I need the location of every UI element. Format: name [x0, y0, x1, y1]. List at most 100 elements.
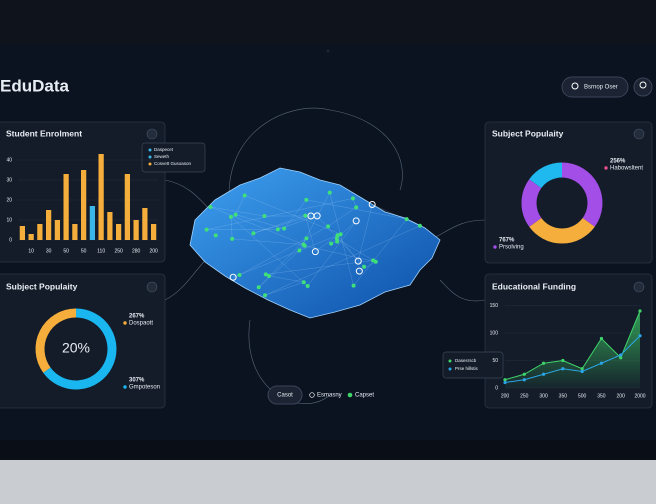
donut-segment — [561, 162, 603, 227]
map-link — [336, 238, 374, 261]
user-button[interactable] — [633, 77, 653, 97]
map-node — [329, 241, 334, 246]
add-button[interactable] — [146, 128, 158, 140]
bar — [54, 220, 60, 240]
map-link — [329, 192, 354, 286]
donut-segment — [529, 162, 563, 189]
map-link — [353, 218, 407, 286]
map-node — [228, 214, 233, 219]
map-link — [358, 204, 373, 262]
map-link — [233, 234, 341, 278]
map-node — [230, 236, 235, 241]
center-label: 20% — [62, 340, 90, 356]
legend-label: Cosvett Gusoason — [154, 161, 192, 166]
panel-title: Educational Funding — [492, 281, 576, 291]
map-link — [284, 199, 307, 229]
add-button[interactable] — [633, 281, 645, 293]
legend-swatch — [493, 245, 497, 249]
point — [522, 378, 526, 382]
point — [599, 336, 604, 341]
map-link — [244, 195, 341, 235]
map-region — [189, 167, 441, 319]
bar — [81, 170, 87, 240]
point — [561, 358, 565, 363]
donut-value: 767% — [499, 238, 515, 244]
point — [580, 367, 584, 371]
map-link — [232, 238, 304, 245]
app-title: EduData — [0, 76, 70, 95]
x-tick-label: 200 — [501, 393, 510, 399]
map-node — [371, 258, 376, 263]
panel-title: Subject Populaity — [492, 128, 564, 138]
map-node — [256, 285, 261, 290]
map-node — [417, 223, 422, 228]
map-node — [350, 196, 355, 201]
bar — [98, 154, 104, 240]
bar — [46, 210, 52, 240]
map-node — [229, 273, 237, 281]
map-node — [275, 227, 280, 232]
legend-swatch — [309, 392, 315, 398]
y-tick-label: 30 — [6, 177, 12, 183]
legend-label: Seweth — [154, 154, 170, 159]
map-link — [206, 198, 353, 230]
search-box[interactable] — [561, 76, 629, 98]
x-tick-label: 250 — [520, 393, 529, 399]
donut-value: 267% — [129, 314, 145, 320]
line — [504, 310, 641, 381]
map-node — [237, 273, 242, 278]
map-node — [334, 236, 339, 241]
x-tick-label: 110 — [97, 248, 105, 254]
legend-swatch — [604, 166, 608, 170]
panel — [484, 121, 653, 264]
bar — [72, 224, 78, 240]
point — [638, 309, 642, 313]
area — [505, 311, 640, 388]
add-button[interactable] — [633, 128, 645, 140]
map-node — [204, 227, 209, 232]
map-link — [264, 282, 304, 296]
legend-label: Dospaott — [129, 321, 153, 327]
legend-swatch — [148, 148, 152, 152]
donut-segment — [43, 308, 117, 390]
point — [503, 378, 507, 382]
panel-title: Subject Populaity — [6, 281, 78, 291]
bar — [89, 206, 95, 240]
legend-swatch — [448, 367, 452, 371]
map-link — [235, 214, 285, 229]
legend-swatch — [123, 321, 127, 325]
y-tick-label: 50 — [492, 358, 498, 364]
legend-swatch — [123, 385, 127, 389]
map-node — [335, 233, 340, 238]
map-node — [242, 193, 247, 198]
donut-value: 256% — [610, 159, 626, 165]
map-link — [230, 216, 308, 287]
map-node — [304, 236, 309, 241]
x-tick-label: 200 — [617, 393, 626, 399]
point — [541, 361, 546, 365]
x-tick-label: 250 — [114, 248, 123, 254]
add-button[interactable] — [146, 281, 158, 293]
map-link — [264, 225, 420, 296]
y-tick-label: 100 — [490, 330, 499, 336]
panel-title: Student Enrolment — [6, 128, 82, 138]
map-node — [354, 257, 362, 265]
map-node — [368, 201, 376, 209]
map-link — [304, 245, 376, 262]
donut-segment — [529, 217, 595, 244]
desk — [0, 460, 656, 504]
map-link — [210, 206, 304, 245]
map-link — [299, 192, 330, 251]
map-button[interactable] — [267, 385, 303, 405]
legend-label: Gmpoteson — [129, 385, 160, 391]
legend-label: Dasesrscb — [455, 358, 477, 363]
map-link — [258, 245, 305, 288]
point — [619, 356, 623, 360]
bar — [107, 212, 113, 240]
map-link — [305, 215, 316, 252]
x-tick-label: 350 — [559, 393, 568, 399]
x-tick-label: 30 — [46, 248, 52, 254]
map-node — [266, 273, 271, 278]
map-node — [352, 217, 360, 225]
map-node — [303, 213, 308, 218]
